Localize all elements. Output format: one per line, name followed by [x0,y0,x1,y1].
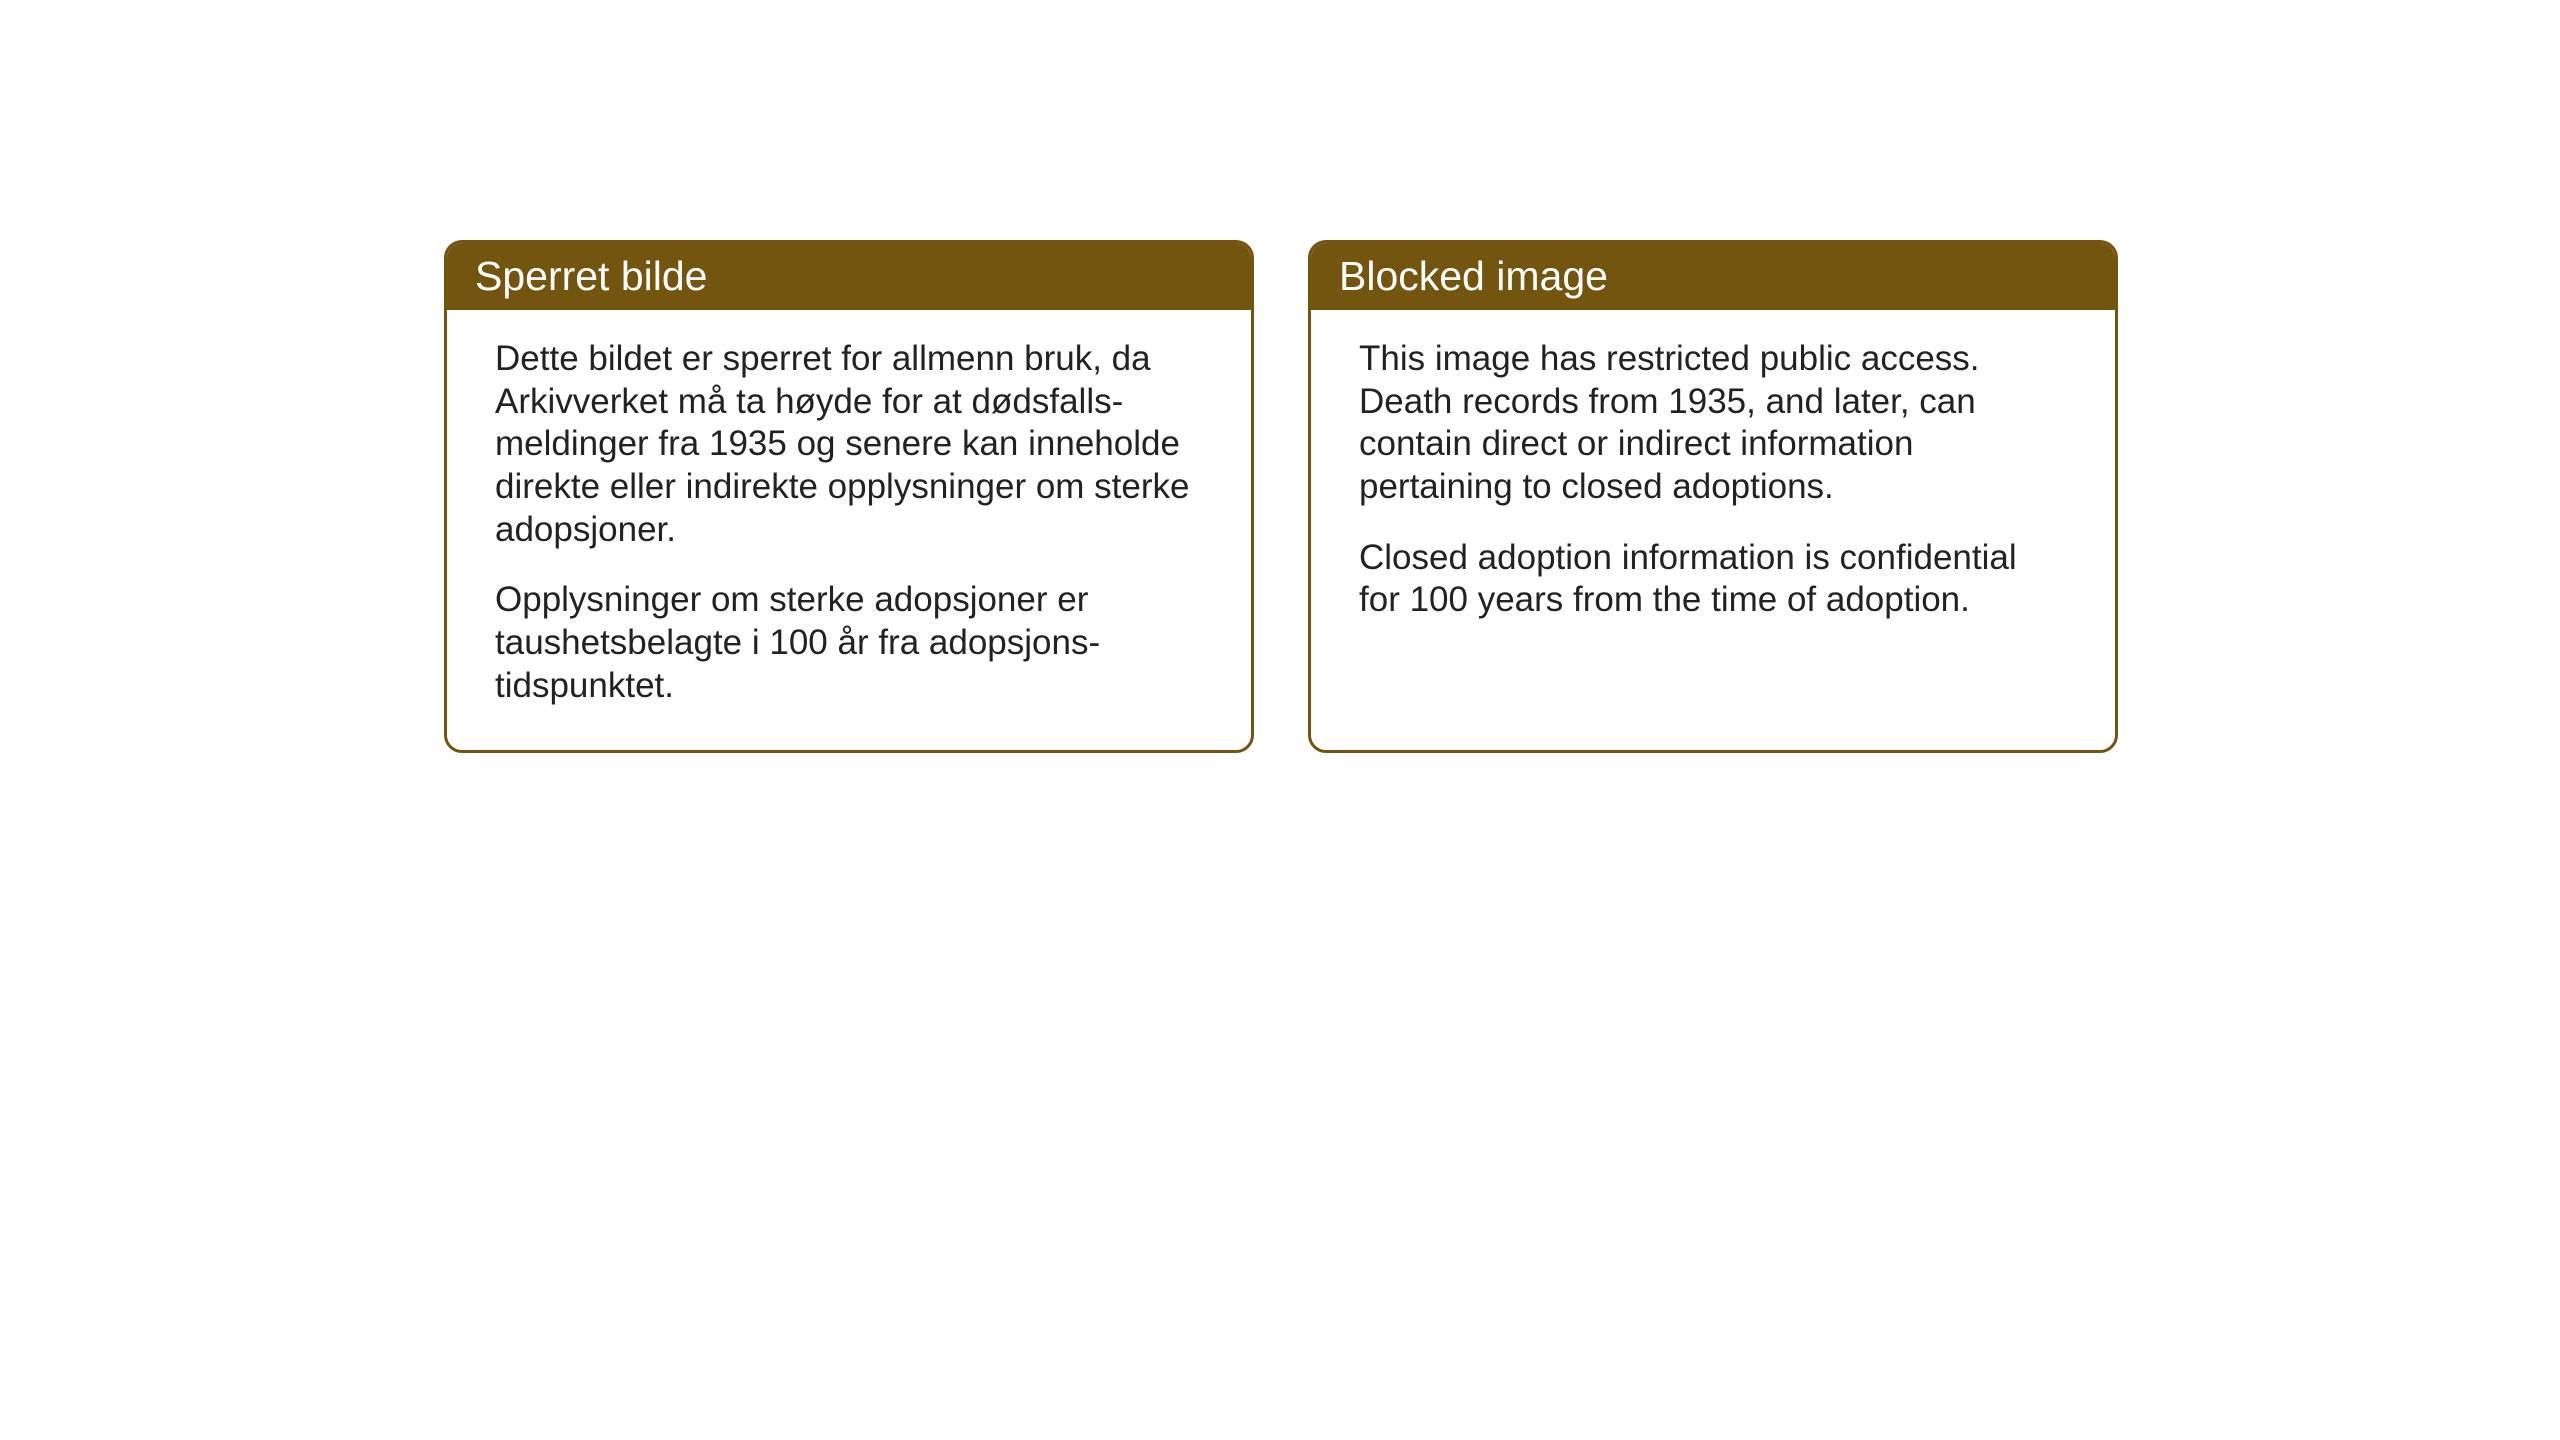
card-paragraph-norwegian-1: Dette bildet er sperret for allmenn bruk… [495,338,1203,551]
card-title-norwegian: Sperret bilde [475,253,707,299]
card-body-english: This image has restricted public access.… [1311,310,2115,664]
card-english: Blocked image This image has restricted … [1308,240,2118,753]
card-header-norwegian: Sperret bilde [447,243,1251,310]
cards-container: Sperret bilde Dette bildet er sperret fo… [444,240,2118,753]
card-body-norwegian: Dette bildet er sperret for allmenn bruk… [447,310,1251,750]
card-norwegian: Sperret bilde Dette bildet er sperret fo… [444,240,1254,753]
card-title-english: Blocked image [1339,253,1608,299]
card-paragraph-english-2: Closed adoption information is confident… [1359,537,2067,622]
card-paragraph-norwegian-2: Opplysninger om sterke adopsjoner er tau… [495,579,1203,707]
card-header-english: Blocked image [1311,243,2115,310]
card-paragraph-english-1: This image has restricted public access.… [1359,338,2067,509]
